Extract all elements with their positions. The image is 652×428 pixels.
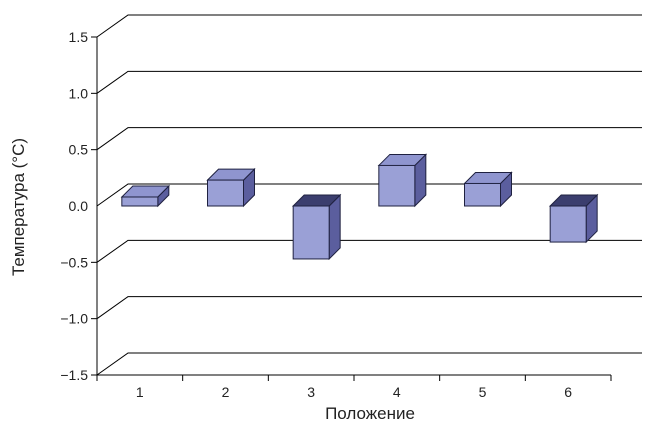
x-tick-label: 6 <box>564 384 572 400</box>
y-tick-label: 0.0 <box>69 198 89 214</box>
y-tick-label: 0.5 <box>69 142 89 158</box>
bar <box>377 153 428 208</box>
y-tick-label: −0.5 <box>60 254 88 270</box>
axes-layer: 1.5 1.0 0.5 0.0 −0.5 −1.0 −1.5 1 2 3 4 5 6 <box>60 29 612 400</box>
x-tick-label: 4 <box>393 384 401 400</box>
y-tick-label: 1.0 <box>69 85 89 101</box>
bar-front <box>549 205 587 243</box>
bar-front <box>207 179 244 207</box>
x-axis-title: Положение <box>325 404 415 423</box>
gridline <box>96 296 642 320</box>
bar <box>206 167 256 208</box>
bar-front <box>464 182 501 207</box>
x-tick-label: 1 <box>136 384 144 400</box>
y-axis-title: Температура (°C) <box>9 138 28 276</box>
gridline <box>96 127 642 151</box>
gridline <box>96 352 642 376</box>
bars-layer <box>120 153 599 261</box>
gridline <box>96 239 642 263</box>
x-tick-label: 3 <box>307 384 315 400</box>
bar-front <box>121 196 159 207</box>
bar <box>291 193 342 261</box>
bar-front <box>292 205 330 260</box>
bar <box>463 171 513 208</box>
bar-front <box>378 164 416 207</box>
gridline <box>96 70 642 94</box>
y-tick-label: 1.5 <box>69 29 89 45</box>
y-tick-label: −1.0 <box>60 311 88 327</box>
y-tick-label: −1.5 <box>60 367 88 383</box>
bar <box>120 184 171 208</box>
grid-layer <box>96 14 642 376</box>
gridline <box>96 14 642 38</box>
x-tick-label: 5 <box>479 384 487 400</box>
x-tick-label: 2 <box>222 384 230 400</box>
bar <box>548 193 599 244</box>
